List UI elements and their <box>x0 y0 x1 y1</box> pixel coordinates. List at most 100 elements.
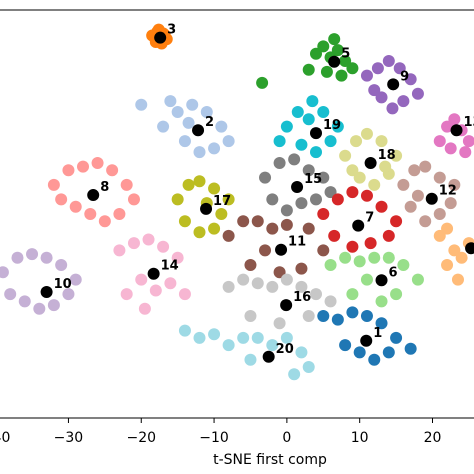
point <box>266 280 279 293</box>
x-tick-label: 20 <box>424 430 442 446</box>
point <box>328 33 341 46</box>
point <box>346 164 359 177</box>
centroid-label: 16 <box>293 290 311 305</box>
point <box>346 306 359 319</box>
point <box>178 215 191 228</box>
centroid <box>280 299 293 312</box>
point <box>382 229 395 242</box>
point <box>208 328 221 341</box>
x-tick-label: −40 <box>0 430 10 446</box>
point <box>368 353 381 366</box>
point <box>339 55 352 67</box>
point <box>182 116 195 129</box>
point <box>404 200 417 213</box>
point <box>310 288 322 301</box>
centroid <box>450 124 463 137</box>
point <box>113 244 126 257</box>
point <box>339 149 352 162</box>
point <box>320 65 333 78</box>
centroid-label: 5 <box>341 47 350 62</box>
centroid <box>275 243 288 256</box>
point <box>164 277 177 290</box>
point <box>222 229 235 242</box>
point <box>11 251 24 264</box>
point <box>106 164 119 177</box>
point <box>295 346 308 359</box>
point <box>448 113 461 126</box>
point <box>451 273 464 286</box>
centroid <box>40 285 53 298</box>
point <box>419 215 432 228</box>
point <box>353 346 366 359</box>
x-tick-label: 10 <box>351 430 369 446</box>
point <box>215 120 228 133</box>
point <box>390 331 403 344</box>
centroid-label: 9 <box>400 69 409 84</box>
point <box>149 284 162 297</box>
centroid <box>387 78 400 91</box>
point <box>280 218 293 231</box>
centroid-label: 17 <box>213 194 231 209</box>
point <box>288 368 301 381</box>
point <box>40 251 53 264</box>
centroid <box>364 157 377 169</box>
point <box>295 280 308 293</box>
point <box>302 310 315 322</box>
centroid-label: 12 <box>439 184 457 199</box>
point <box>222 193 235 206</box>
point <box>256 76 269 89</box>
point <box>200 106 213 118</box>
point <box>186 98 199 111</box>
point <box>404 73 417 86</box>
centroid-label: 7 <box>365 211 374 226</box>
point <box>459 146 472 159</box>
point <box>135 273 148 286</box>
point <box>273 266 286 279</box>
point <box>411 87 424 100</box>
point <box>397 178 410 191</box>
point <box>55 193 68 206</box>
centroid <box>147 267 160 280</box>
point <box>127 193 140 206</box>
point <box>157 120 170 133</box>
point <box>310 47 322 60</box>
point <box>335 69 348 82</box>
point <box>368 84 381 97</box>
point <box>393 62 406 75</box>
point <box>371 62 384 75</box>
point <box>273 135 286 148</box>
point <box>346 62 359 75</box>
point <box>208 182 221 195</box>
point <box>77 160 90 173</box>
point <box>306 95 319 108</box>
point <box>259 244 272 257</box>
point <box>375 200 388 213</box>
point <box>411 189 424 202</box>
point <box>237 331 250 344</box>
point <box>433 229 446 242</box>
point <box>178 288 191 301</box>
centroid-label: 15 <box>304 172 322 187</box>
point <box>324 259 337 271</box>
point <box>266 339 279 352</box>
point <box>382 251 395 264</box>
point <box>346 288 359 301</box>
point <box>302 113 315 126</box>
point <box>324 135 337 148</box>
point <box>62 288 75 301</box>
point <box>339 339 352 352</box>
plot-area <box>0 23 474 381</box>
point <box>353 171 366 184</box>
point <box>448 244 461 257</box>
point <box>317 106 330 118</box>
point <box>273 157 286 169</box>
point <box>375 295 388 308</box>
centroid <box>425 192 438 205</box>
point <box>69 273 82 286</box>
centroid-label: 3 <box>167 23 176 38</box>
point <box>353 255 366 268</box>
point <box>222 339 235 352</box>
point <box>462 135 474 148</box>
point <box>375 317 388 330</box>
point <box>171 193 184 206</box>
